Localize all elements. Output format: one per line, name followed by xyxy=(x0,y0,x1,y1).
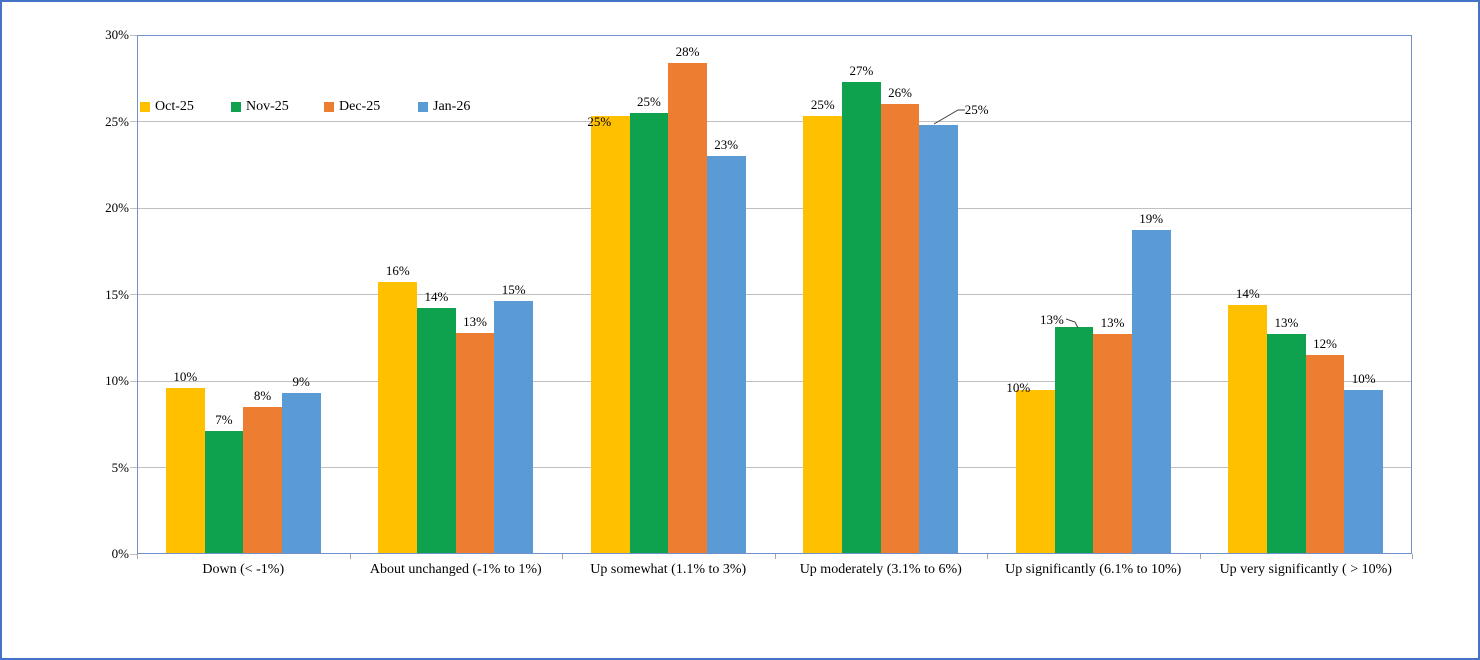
legend-swatch-icon xyxy=(231,102,241,112)
category-label: Up moderately (3.1% to 6%) xyxy=(799,562,962,577)
y-axis-tick xyxy=(130,467,137,468)
bar-Jan-26-c4 xyxy=(1131,230,1171,553)
legend-label: Jan-26 xyxy=(433,99,471,114)
x-axis-tick xyxy=(349,554,351,559)
bar-value-label: 16% xyxy=(385,263,410,279)
bar-Dec-25-c3 xyxy=(880,104,920,553)
bar-Oct-25-c2 xyxy=(590,116,630,553)
legend-swatch-icon xyxy=(418,102,428,112)
bar-value-label: 10% xyxy=(1006,379,1031,395)
category-label: About unchanged (-1% to 1%) xyxy=(369,562,542,577)
legend-item-Dec-25: Dec-25 xyxy=(324,100,380,114)
bar-value-label: 25% xyxy=(637,93,661,109)
bar-Nov-25-c3 xyxy=(842,81,881,553)
bar-value-label: 13% xyxy=(1040,312,1064,328)
category-label: Up very significantly ( > 10%) xyxy=(1219,562,1392,577)
bar-Dec-25-c0 xyxy=(243,406,282,553)
x-axis-tick xyxy=(987,554,988,559)
bar-value-label: 7% xyxy=(215,412,233,428)
bar-Nov-25-c1 xyxy=(417,308,456,553)
y-axis-tick xyxy=(130,380,137,382)
y-axis-tick xyxy=(130,121,137,122)
x-axis-tick xyxy=(1199,554,1201,559)
bar-Jan-26-c0 xyxy=(281,393,321,553)
bar-Dec-25-c5 xyxy=(1305,355,1345,553)
category-label: Up somewhat (1.1% to 3%) xyxy=(590,562,747,577)
x-axis-tick xyxy=(774,554,776,559)
bar-Jan-26-c2 xyxy=(706,156,746,553)
x-axis-tick xyxy=(1412,554,1413,559)
bar-value-label: 14% xyxy=(1235,285,1260,301)
gridline xyxy=(138,207,1411,209)
bar-value-label: 9% xyxy=(292,374,310,390)
bar-Jan-26-c3 xyxy=(919,124,958,553)
y-axis-tick xyxy=(130,294,137,295)
bar-value-label: 19% xyxy=(1139,211,1164,227)
y-axis-tick-label: 10% xyxy=(105,373,129,388)
legend-label: Oct-25 xyxy=(155,99,194,114)
legend-item-Oct-25: Oct-25 xyxy=(140,100,194,114)
gridline xyxy=(138,294,1411,295)
y-axis-tick xyxy=(130,34,137,36)
category-label: Up significantly (6.1% to 10%) xyxy=(1005,562,1182,577)
bar-value-label: 15% xyxy=(501,282,526,298)
bar-Oct-25-c3 xyxy=(803,116,843,553)
bar-value-label: 25% xyxy=(964,101,989,117)
bar-Jan-26-c1 xyxy=(494,301,533,553)
x-axis-tick xyxy=(137,554,138,559)
y-axis-tick-label: 25% xyxy=(105,113,129,129)
bar-Dec-25-c1 xyxy=(455,332,495,553)
gridline xyxy=(138,467,1411,468)
bar-value-label: 25% xyxy=(810,97,835,113)
legend-item-Jan-26: Jan-26 xyxy=(418,100,470,114)
bar-value-label: 13% xyxy=(1100,315,1125,331)
bar-value-label: 12% xyxy=(1313,336,1337,352)
bar-value-label: 26% xyxy=(888,85,912,101)
legend-label: Dec-25 xyxy=(339,99,381,114)
gridline xyxy=(138,121,1411,122)
bar-value-label: 13% xyxy=(1274,315,1299,331)
legend-label: Nov-25 xyxy=(246,99,289,114)
bar-value-label: 14% xyxy=(424,289,449,305)
bar-value-label: 28% xyxy=(675,43,700,59)
bar-value-label: 8% xyxy=(253,387,272,403)
legend-swatch-icon xyxy=(324,102,334,112)
bar-value-label: 23% xyxy=(714,137,739,153)
bar-Nov-25-c0 xyxy=(204,431,244,553)
y-axis-tick-label: 30% xyxy=(105,27,129,42)
bar-Oct-25-c0 xyxy=(165,387,205,553)
bar-Nov-25-c4 xyxy=(1054,327,1094,553)
bar-Oct-25-c5 xyxy=(1228,304,1268,553)
legend-swatch-icon xyxy=(140,102,150,112)
y-axis-tick-label: 15% xyxy=(105,286,129,302)
y-axis-tick-label: 20% xyxy=(105,200,129,215)
category-label: Down (< -1%) xyxy=(202,562,285,577)
bar-Nov-25-c5 xyxy=(1267,334,1306,553)
legend-item-Nov-25: Nov-25 xyxy=(231,100,289,114)
bar-value-label: 25% xyxy=(587,114,612,130)
x-axis-tick xyxy=(562,554,563,559)
bar-value-label: 13% xyxy=(463,313,487,329)
bar-Jan-26-c5 xyxy=(1344,389,1383,553)
bar-Oct-25-c4 xyxy=(1015,389,1055,553)
bar-Dec-25-c4 xyxy=(1093,334,1132,553)
bar-Nov-25-c2 xyxy=(629,112,669,553)
bar-value-label: 10% xyxy=(173,368,198,384)
y-axis-tick-label: 0% xyxy=(111,546,129,561)
y-axis-tick xyxy=(130,553,137,555)
bar-Dec-25-c2 xyxy=(668,62,707,553)
bar-value-label: 10% xyxy=(1351,370,1376,386)
bar-Oct-25-c1 xyxy=(378,282,418,553)
gridline xyxy=(138,380,1411,382)
bar-value-label: 27% xyxy=(849,62,874,78)
y-axis-tick-label: 5% xyxy=(111,459,129,475)
y-axis-tick xyxy=(130,207,137,209)
